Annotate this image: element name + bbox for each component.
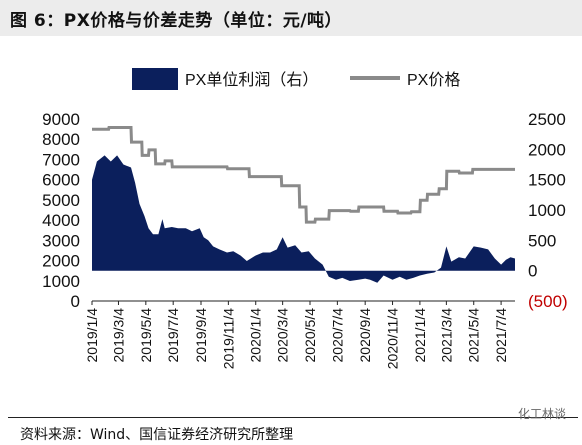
series-area-profit	[92, 155, 515, 283]
x-tick-label: 2020/9/4	[357, 308, 373, 363]
legend-label-profit: PX单位利润（右）	[185, 71, 318, 89]
legend-swatch-profit	[132, 68, 178, 90]
x-tick-label: 2020/7/4	[329, 308, 345, 363]
source-note: 资料来源：Wind、国信证券经济研究所整理	[20, 427, 294, 443]
x-tick-label: 2019/7/4	[165, 308, 181, 363]
x-tick-label: 2019/3/4	[111, 308, 127, 363]
right-axis-tick-label: 0	[528, 262, 537, 281]
legend: PX单位利润（右） PX价格	[132, 68, 460, 90]
left-axis-tick-label: 7000	[42, 150, 80, 169]
x-tick-label: 2020/11/4	[385, 308, 401, 369]
right-axis-tick-label: 500	[528, 231, 556, 250]
x-tick-label: 2021/1/4	[412, 308, 428, 363]
left-axis-tick-label: 0	[71, 292, 80, 311]
left-axis-tick-label: 5000	[42, 191, 80, 210]
x-tick-label: 2019/11/4	[220, 308, 236, 369]
left-axis-tick-label: 2000	[42, 252, 80, 271]
left-axis-tick-label: 4000	[42, 211, 80, 230]
right-axis-tick-label: 2000	[528, 140, 566, 159]
left-axis-tick-label: 8000	[42, 130, 80, 149]
right-axis-tick-label: 2500	[528, 110, 566, 129]
watermark: 化工林谈	[517, 407, 566, 421]
x-tick-label: 2019/1/4	[84, 308, 100, 363]
plot-area: 2019/1/4 2019/3/4 2019/5/4 2019/7/4 2019/9/4…	[42, 110, 568, 369]
x-tick-label: 2021/3/4	[438, 308, 454, 363]
x-tick-label: 2020/1/4	[248, 308, 264, 363]
x-tick-label: 2020/3/4	[275, 308, 291, 363]
left-axis-tick-label: 6000	[42, 171, 80, 190]
figure-title: 图 6：PX价格与价差走势（单位：元/吨）	[10, 11, 343, 31]
left-axis-tick-label: 3000	[42, 231, 80, 250]
right-axis-tick-label: 1500	[528, 171, 566, 190]
legend-label-price: PX价格	[407, 71, 460, 89]
series-line-price	[92, 126, 515, 224]
left-axis-tick-label: 1000	[42, 272, 80, 291]
x-tick-label: 2021/5/4	[466, 308, 482, 363]
right-axis-tick-label: (500)	[528, 292, 568, 311]
x-tick-label: 2019/5/4	[138, 308, 154, 363]
x-tick-label: 2019/9/4	[193, 308, 209, 363]
x-tick-label: 2020/5/4	[302, 308, 318, 363]
footer-divider	[8, 417, 578, 418]
chart: PX单位利润（右） PX价格 2019/1/4 2019/3/4 2019/5/4 2…	[42, 68, 568, 369]
right-axis-tick-label: 1000	[528, 201, 566, 220]
left-axis-tick-label: 9000	[42, 110, 80, 129]
x-tick-label: 2021/7/4	[493, 308, 509, 363]
title-band	[0, 0, 582, 36]
